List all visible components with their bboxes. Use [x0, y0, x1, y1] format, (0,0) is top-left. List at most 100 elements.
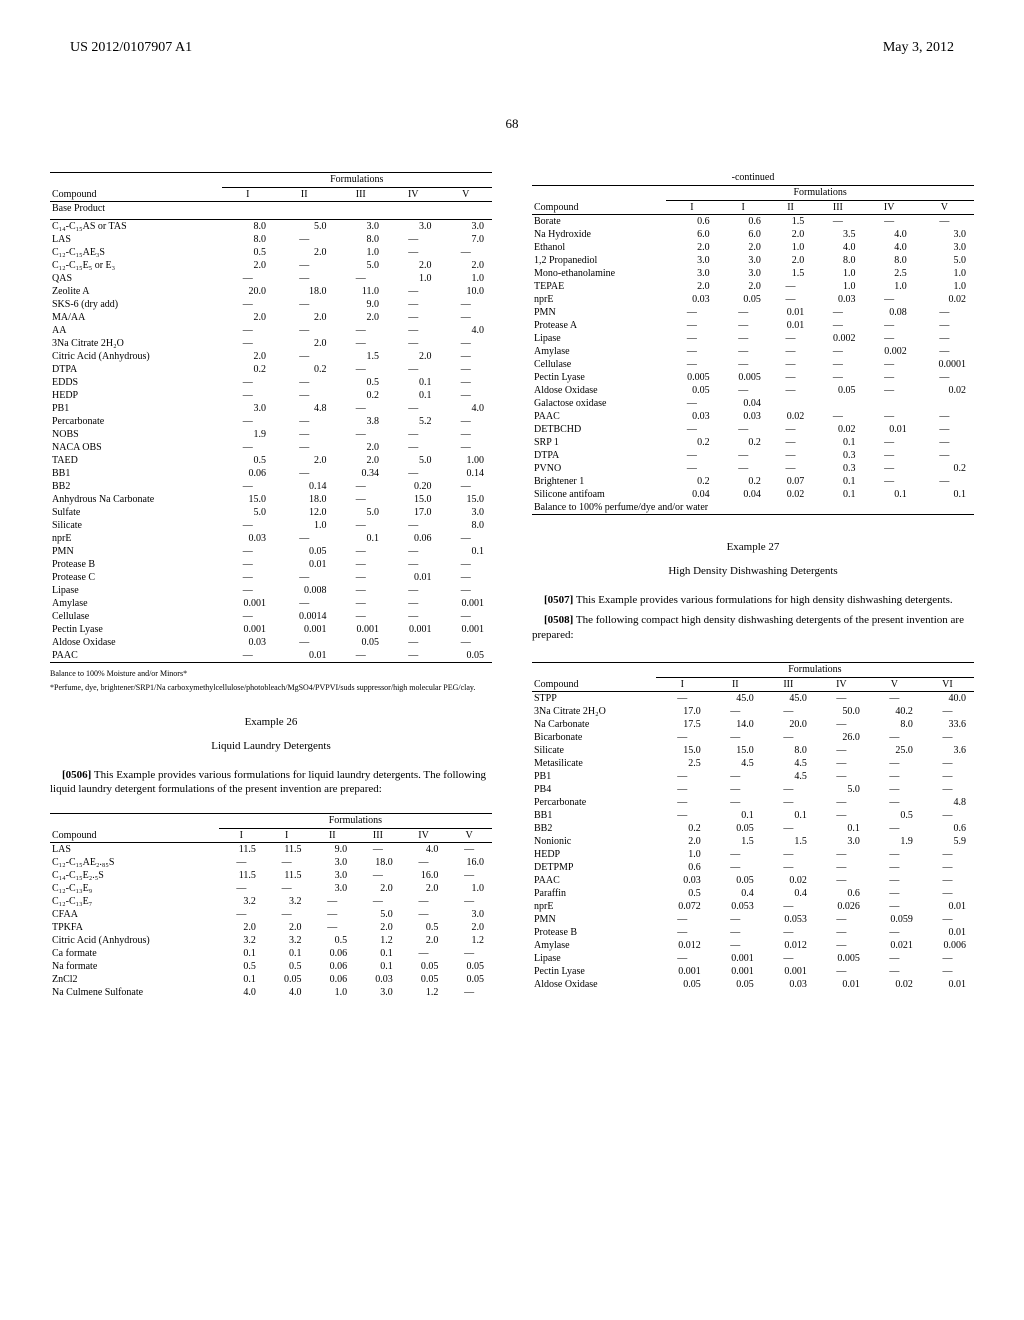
value-cell: — — [709, 861, 762, 874]
value-cell: — — [309, 908, 355, 921]
value-cell: 11.5 — [219, 869, 264, 882]
value-cell: 3.2 — [219, 895, 264, 908]
value-cell: — — [762, 926, 815, 939]
value-cell: 5.0 — [915, 254, 974, 267]
table-row: Brightener 10.20.20.070.1—— — [532, 475, 974, 488]
value-cell: 0.04 — [718, 488, 769, 501]
value-cell: 0.05 — [709, 978, 762, 991]
compound-cell: EDDS — [50, 376, 222, 389]
table-row: BB2—0.14—0.20— — [50, 480, 492, 493]
table-row: BB1—0.10.1—0.5— — [532, 809, 974, 822]
value-cell: — — [274, 428, 335, 441]
value-cell: — — [666, 397, 717, 410]
value-cell: 0.021 — [868, 939, 921, 952]
table-row: TEPAE2.02.0—1.01.01.0 — [532, 280, 974, 293]
value-cell: — — [439, 246, 492, 259]
value-cell: 0.06 — [309, 960, 355, 973]
value-cell: — — [921, 783, 974, 796]
table-row: Protease B—0.01——— — [50, 558, 492, 571]
compound-cell: Ethanol — [532, 241, 666, 254]
value-cell: 0.2 — [915, 462, 974, 475]
value-cell: — — [439, 610, 492, 623]
table-row: PAAC0.030.050.02——— — [532, 874, 974, 887]
value-cell: — — [769, 332, 812, 345]
value-cell: 0.006 — [921, 939, 974, 952]
table-row: LAS8.0—8.0—7.0 — [50, 233, 492, 246]
value-cell: 4.5 — [709, 757, 762, 770]
value-cell: — — [666, 423, 717, 436]
value-cell: 0.012 — [762, 939, 815, 952]
value-cell: — — [656, 783, 709, 796]
value-cell: — — [219, 908, 264, 921]
value-cell: 2.0 — [718, 280, 769, 293]
table-row: Cellulase—————0.0001 — [532, 358, 974, 371]
compound-cell: C₁₂-C₁₅AE₃S — [50, 246, 222, 259]
value-cell: — — [864, 371, 915, 384]
value-cell: — — [274, 415, 335, 428]
value-cell: — — [868, 783, 921, 796]
table-row: Amylase————0.002— — [532, 345, 974, 358]
value-cell: — — [387, 649, 439, 663]
table-row: Metasilicate2.54.54.5——— — [532, 757, 974, 770]
value-cell: — — [355, 869, 401, 882]
value-cell: — — [274, 636, 335, 649]
value-cell: 0.01 — [815, 978, 868, 991]
value-cell: — — [812, 215, 863, 229]
value-cell: 5.0 — [274, 220, 335, 234]
value-cell: — — [222, 272, 274, 285]
value-cell: — — [335, 272, 387, 285]
table-row: Zeolite A20.018.011.0—10.0 — [50, 285, 492, 298]
value-cell: — — [718, 462, 769, 475]
table-1-footnote-2: *Perfume, dye, brightener/SRP1/Na carbox… — [50, 683, 492, 693]
value-cell: 2.0 — [335, 311, 387, 324]
value-cell: 4.0 — [439, 324, 492, 337]
value-cell: — — [335, 558, 387, 571]
value-cell: — — [915, 332, 974, 345]
value-cell: 2.0 — [401, 934, 447, 947]
compound-cell: C₁₂-C₁₅E₅ or E₃ — [50, 259, 222, 272]
table-4: Formulations CompoundIIIIIIIVVVI STPP—45… — [532, 662, 974, 991]
value-cell: — — [864, 319, 915, 332]
value-cell: 1.0 — [387, 272, 439, 285]
value-cell: 9.0 — [309, 842, 355, 856]
value-cell: 3.0 — [309, 882, 355, 895]
compound-cell: Anhydrous Na Carbonate — [50, 493, 222, 506]
table-row: PB1——4.5——— — [532, 770, 974, 783]
value-cell: 0.02 — [769, 410, 812, 423]
value-cell: — — [656, 809, 709, 822]
value-cell: 0.01 — [921, 900, 974, 913]
value-cell: 11.5 — [219, 842, 264, 856]
value-cell: 18.0 — [274, 493, 335, 506]
table-row: C₁₄-C₁₅AS or TAS8.05.03.03.03.0 — [50, 220, 492, 234]
value-cell: 3.0 — [439, 220, 492, 234]
table-row: CFAA———5.0—3.0 — [50, 908, 492, 921]
col-header: Compound — [532, 201, 666, 215]
value-cell: 0.01 — [274, 558, 335, 571]
value-cell: — — [718, 306, 769, 319]
value-cell: 0.1 — [387, 389, 439, 402]
value-cell: 15.0 — [222, 493, 274, 506]
value-cell: 0.001 — [274, 623, 335, 636]
value-cell: 6.0 — [666, 228, 717, 241]
value-cell: 17.0 — [387, 506, 439, 519]
value-cell: — — [335, 402, 387, 415]
value-cell: — — [439, 636, 492, 649]
value-cell: 11.5 — [264, 842, 310, 856]
value-cell: — — [335, 337, 387, 350]
value-cell: — — [815, 770, 868, 783]
value-cell: — — [762, 848, 815, 861]
value-cell: 0.03 — [355, 973, 401, 986]
compound-cell: HEDP — [532, 848, 656, 861]
value-cell: — — [868, 770, 921, 783]
value-cell: 0.0014 — [274, 610, 335, 623]
value-cell: — — [815, 861, 868, 874]
value-cell: — — [264, 908, 310, 921]
value-cell: — — [769, 293, 812, 306]
value-cell: 1.0 — [439, 272, 492, 285]
value-cell: — — [815, 874, 868, 887]
value-cell: 0.1 — [709, 809, 762, 822]
para-num: [0508] — [544, 614, 573, 626]
value-cell: — — [868, 965, 921, 978]
value-cell: 0.14 — [439, 467, 492, 480]
table-row: Citric Acid (Anhydrous)3.23.20.51.22.01.… — [50, 934, 492, 947]
